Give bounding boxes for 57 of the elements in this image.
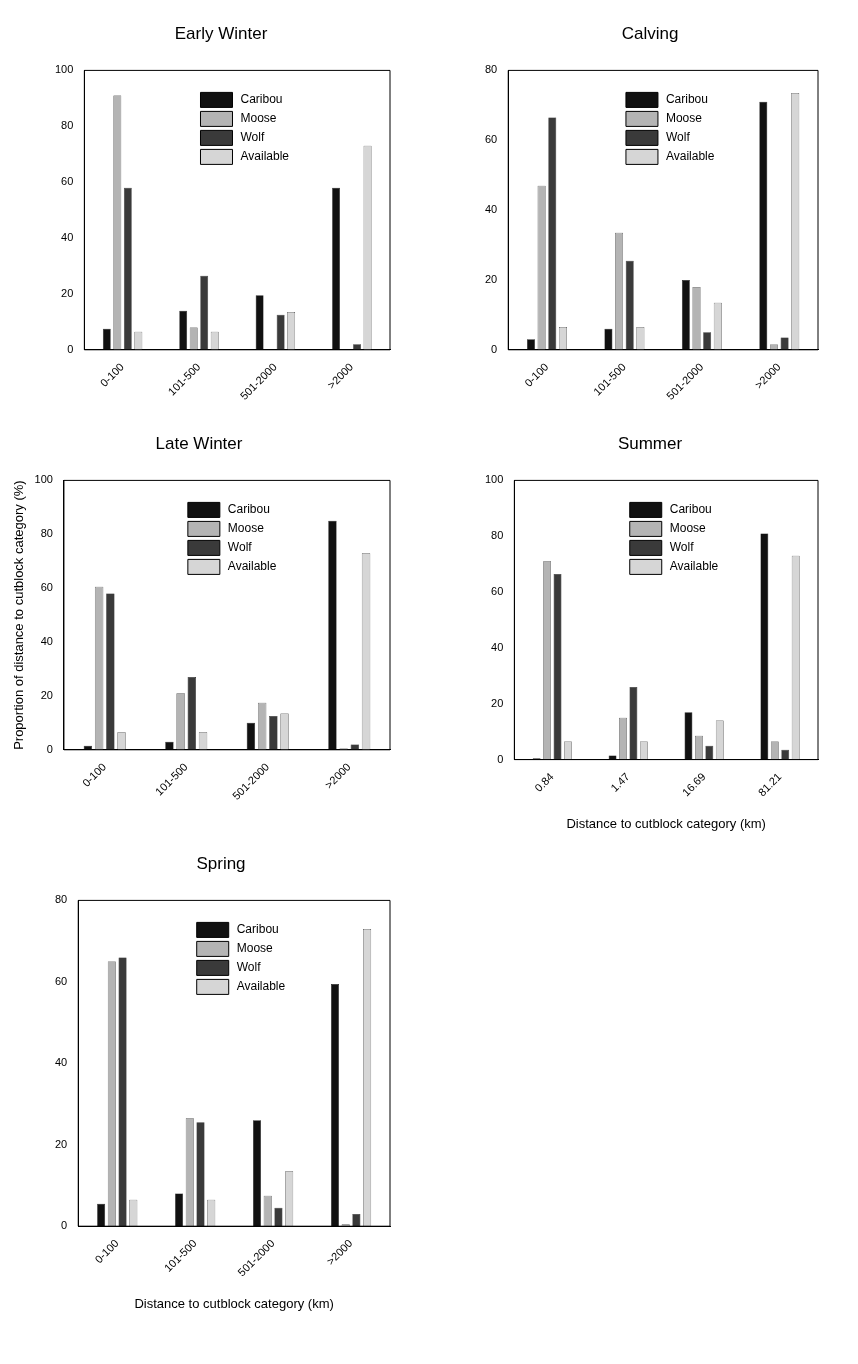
legend-label: Wolf [669, 540, 695, 555]
y-tick-label: 60 [491, 585, 504, 598]
chart-title: Calving [621, 23, 679, 43]
y-tick-label: 20 [484, 272, 498, 285]
y-tick-label: 0 [61, 1219, 68, 1232]
y-tick-label: 60 [40, 581, 53, 594]
legend-label: Wolf [236, 960, 262, 975]
legend-label: Caribou [669, 502, 712, 517]
y-tick-label: 20 [40, 688, 53, 701]
y-tick-label: 40 [484, 203, 498, 216]
y-tick-label: 40 [491, 640, 504, 653]
y-tick-label: 0 [491, 342, 498, 355]
legend-label: Available [240, 149, 290, 164]
y-tick-label: 80 [40, 527, 53, 540]
legend-label: Caribou [665, 92, 708, 107]
legend-label: Caribou [236, 922, 279, 937]
legend-label: Available [665, 149, 715, 164]
legend-label: Caribou [227, 502, 270, 517]
legend-label: Moose [669, 521, 707, 536]
y-tick-label: 100 [54, 63, 74, 76]
y-tick-label: 80 [491, 529, 504, 542]
y-tick-label: 40 [54, 1056, 68, 1069]
legend-label: Wolf [227, 540, 253, 555]
y-tick-label: 60 [61, 175, 74, 188]
y-tick-label: 0 [46, 742, 53, 755]
y-tick-label: 20 [61, 286, 74, 299]
legend-label: Wolf [665, 130, 691, 145]
legend-label: Moose [665, 111, 703, 126]
y-tick-label: 0 [497, 752, 504, 765]
y-tick-label: 80 [54, 893, 68, 906]
legend-label: Available [669, 559, 719, 574]
y-tick-label: 60 [54, 974, 68, 987]
y-tick-label: 100 [484, 473, 504, 486]
chart-title: Spring [196, 853, 246, 873]
y-tick-label: 40 [40, 635, 53, 648]
chart-title: Early Winter [174, 23, 268, 43]
legend-label: Available [227, 559, 277, 574]
legend-label: Available [236, 979, 286, 994]
legend-label: Moose [236, 941, 274, 956]
y-tick-label: 0 [67, 342, 74, 355]
y-tick-label: 40 [61, 231, 74, 244]
chart-title: Summer [617, 433, 683, 453]
x-axis-title: Distance to cutblock category (km) [566, 815, 766, 831]
legend-label: Moose [227, 521, 265, 536]
legend-label: Caribou [240, 92, 283, 107]
y-tick-label: 80 [61, 119, 74, 132]
y-axis-title: Proportion of distance to cutblock category (%) [11, 480, 27, 750]
y-tick-label: 100 [34, 473, 53, 486]
y-tick-label: 80 [484, 63, 498, 76]
chart-title: Late Winter [155, 433, 243, 453]
y-tick-label: 60 [484, 133, 498, 146]
y-tick-label: 20 [54, 1137, 68, 1150]
y-tick-label: 20 [491, 696, 504, 709]
x-axis-title: Distance to cutblock category (km) [134, 1295, 334, 1311]
x-tick-label: 0.84 [532, 770, 556, 794]
legend-label: Wolf [240, 130, 265, 145]
legend-label: Moose [240, 111, 277, 126]
